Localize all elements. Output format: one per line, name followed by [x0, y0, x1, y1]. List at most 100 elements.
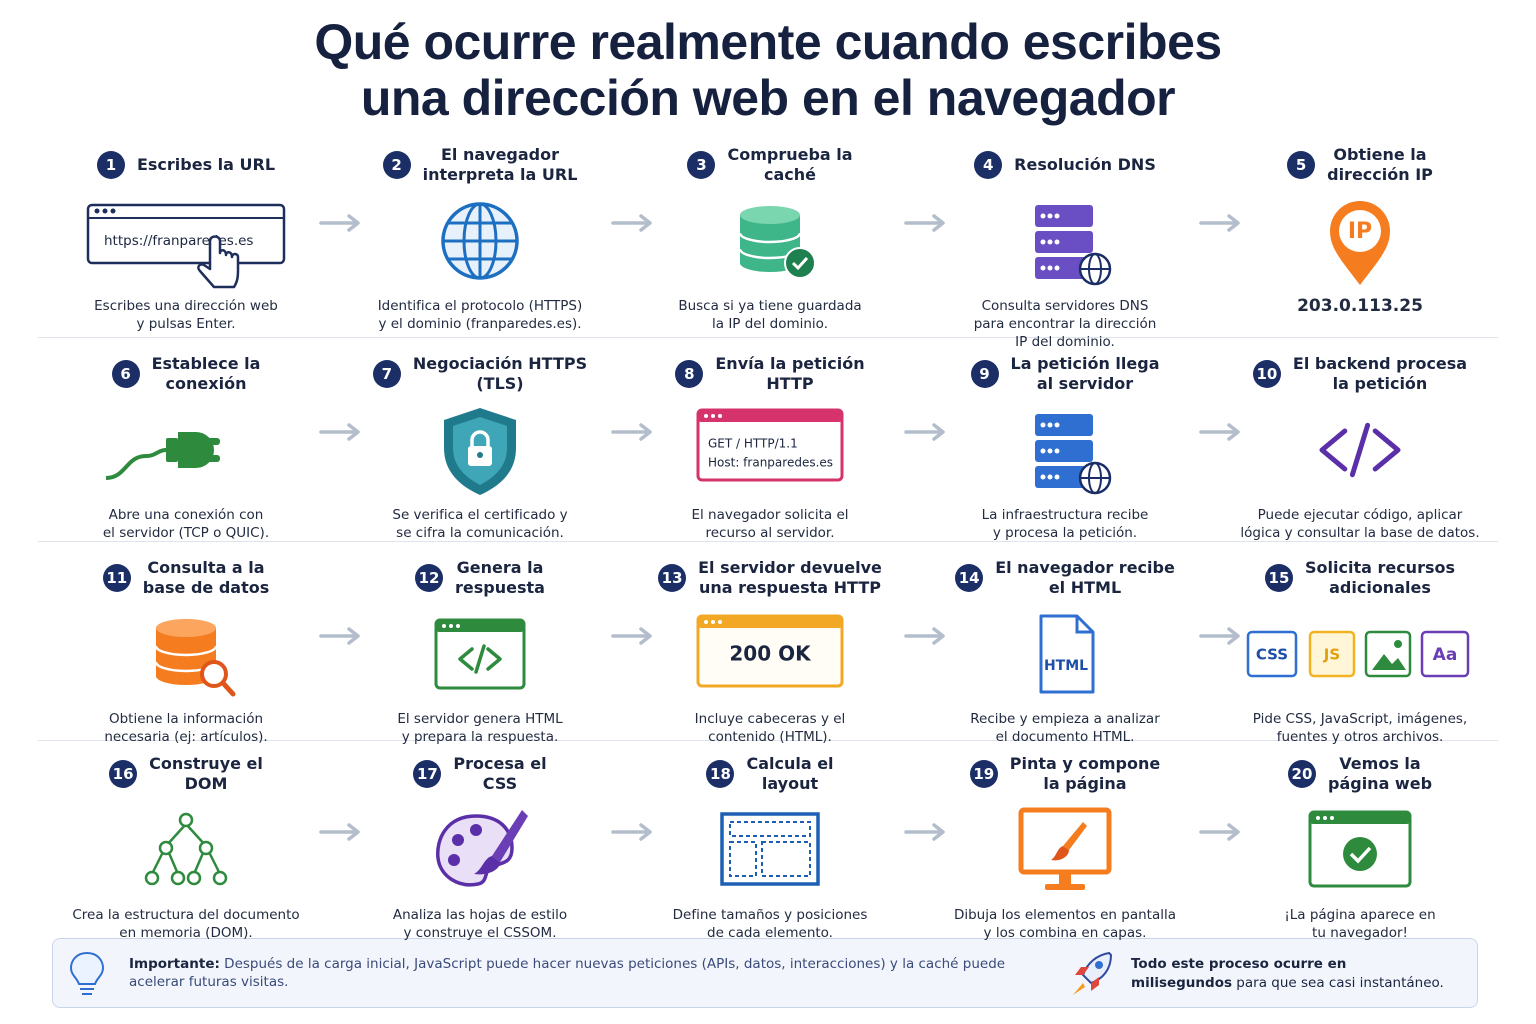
step-title-line: (TLS): [476, 374, 524, 393]
speed-rest: para que sea casi instantáneo.: [1236, 975, 1444, 991]
step-title-line: layout: [761, 774, 819, 793]
icon-shape: [434, 618, 526, 690]
description-line: la IP del dominio.: [712, 316, 828, 332]
page-title: Qué ocurre realmente cuando escribes una …: [0, 14, 1536, 126]
step: 7 Negociación HTTPS (TLS) Se verifica el ce…: [345, 352, 615, 542]
step-title: Consulta a la base de datos: [143, 558, 269, 598]
step-title-line: La petición llega: [1010, 354, 1160, 373]
icon-shape: [729, 841, 757, 877]
icon-shape: [154, 619, 236, 697]
bulb-icon: [69, 951, 105, 995]
step-title: El servidor devuelve una respuesta HTTP: [698, 558, 882, 598]
description-line: Define tamaños y posiciones: [672, 907, 868, 923]
step-icon: IP: [1330, 201, 1390, 285]
step-description: Busca si ya tiene guardada la IP del domi…: [635, 297, 905, 333]
step-icon: [436, 810, 528, 887]
icon-shape: [1054, 422, 1060, 428]
arrow-shape: [319, 627, 360, 645]
arrow-shape: [903, 823, 945, 841]
step-title: Solicita recursos adicionales: [1305, 558, 1455, 598]
flow-arrow: [1198, 823, 1240, 841]
step-number: 16: [109, 760, 138, 788]
icon-shape: [1054, 474, 1060, 480]
icon-shape: [156, 619, 216, 637]
icon-shape: [1054, 265, 1060, 271]
description-line: Analiza las hojas de estilo: [392, 907, 568, 923]
icon-shape: [86, 203, 286, 265]
icon-shape: [441, 202, 519, 280]
icon-shape: [791, 256, 809, 271]
step-title-line: CSS: [482, 774, 518, 793]
step-description: El servidor genera HTML y prepara la resp…: [345, 710, 615, 746]
icon-shape: [729, 821, 811, 837]
step-description: 203.0.113.25: [1225, 297, 1495, 315]
description-line: se cifra la comunicación.: [396, 525, 564, 541]
flow-arrow: [319, 214, 360, 232]
icon-shape: [1039, 614, 1095, 694]
icon-shape: [1040, 422, 1046, 428]
flow-arrow: [903, 823, 945, 841]
step-header: 20 Vemos la página web: [1225, 752, 1495, 796]
step: 10 El backend procesa la petición Puede eje…: [1225, 352, 1495, 542]
step-icon: [1308, 810, 1412, 888]
speed-bold: milisegundos: [1131, 975, 1232, 991]
arrow-shape: [1198, 627, 1240, 645]
step-title-line: DOM: [184, 774, 228, 793]
icon-shape: [1047, 422, 1053, 428]
arrow-shape: [319, 423, 360, 441]
icon-shape: [486, 647, 502, 671]
step-description: El navegador solicita el recurso al servi…: [635, 506, 905, 542]
icon-shape: [711, 414, 715, 418]
icon-shape: [738, 206, 816, 279]
icon-shape: [1349, 422, 1371, 478]
description-line: recurso al servidor.: [705, 525, 835, 541]
icon-shape: [1394, 640, 1402, 648]
step-description: Analiza las hojas de estilo y construye e…: [345, 906, 615, 942]
step-icon: [720, 812, 820, 886]
speed-line: Todo este proceso ocurre en: [1131, 956, 1347, 972]
icon-shape: [102, 208, 108, 214]
step-title-line: al servidor: [1036, 374, 1134, 393]
icon-shape: [144, 812, 228, 886]
icon-shape: [1035, 440, 1093, 462]
arrow-shape: [903, 423, 945, 441]
step: 14 El navegador recibe el HTML HTML Recibe y…: [930, 556, 1200, 746]
icon-shape: [1054, 448, 1060, 454]
flow-arrow: [611, 214, 652, 232]
icon-shape: [1420, 630, 1470, 678]
step-title: Genera la respuesta: [455, 558, 545, 598]
icon-shape: [474, 856, 500, 875]
step-number: 6: [111, 360, 140, 388]
step-title-line: El backend procesa: [1292, 354, 1468, 373]
icon-shape: [198, 840, 214, 856]
icon-shape: [196, 438, 220, 445]
icon-shape: [1339, 210, 1381, 252]
step-title-line: Genera la: [456, 558, 544, 577]
flow-arrow: [903, 627, 945, 645]
rocket-icon: [1073, 951, 1113, 995]
icon-shape: [1040, 265, 1046, 271]
icon-shape: [470, 824, 482, 836]
icon-shape: [1310, 812, 1410, 824]
description-line: lógica y consultar la base de datos.: [1240, 525, 1480, 541]
step-header: 10 El backend procesa la petición: [1225, 352, 1495, 396]
important-text: Después de la carga inicial, JavaScript …: [224, 956, 1006, 972]
icon-shape: [105, 448, 167, 480]
step-icon: https://franparedes.es: [86, 203, 286, 289]
step-number: 10: [1252, 360, 1281, 388]
icon-shape: [704, 620, 708, 624]
step-header: 15 Solicita recursos adicionales: [1225, 556, 1495, 600]
step: 6 Establece la conexión Abre una conexión c…: [51, 352, 321, 542]
rocket-fin: [1091, 977, 1099, 991]
row-separator: [38, 541, 1498, 542]
flow-arrow: [903, 214, 945, 232]
important-label: Importante:: [129, 956, 220, 972]
step-description: Escribes una dirección web y pulsas Enter…: [51, 297, 321, 333]
step-header: 12 Genera la respuesta: [345, 556, 615, 600]
description-line: Escribes una dirección web: [94, 298, 278, 314]
step-title-line: Envía la petición: [715, 354, 865, 373]
description-line: de cada elemento.: [707, 925, 833, 941]
step-title-line: página web: [1327, 774, 1433, 793]
description-line: Puede ejecutar código, aplicar: [1257, 507, 1463, 523]
icon-shape: [470, 430, 490, 446]
